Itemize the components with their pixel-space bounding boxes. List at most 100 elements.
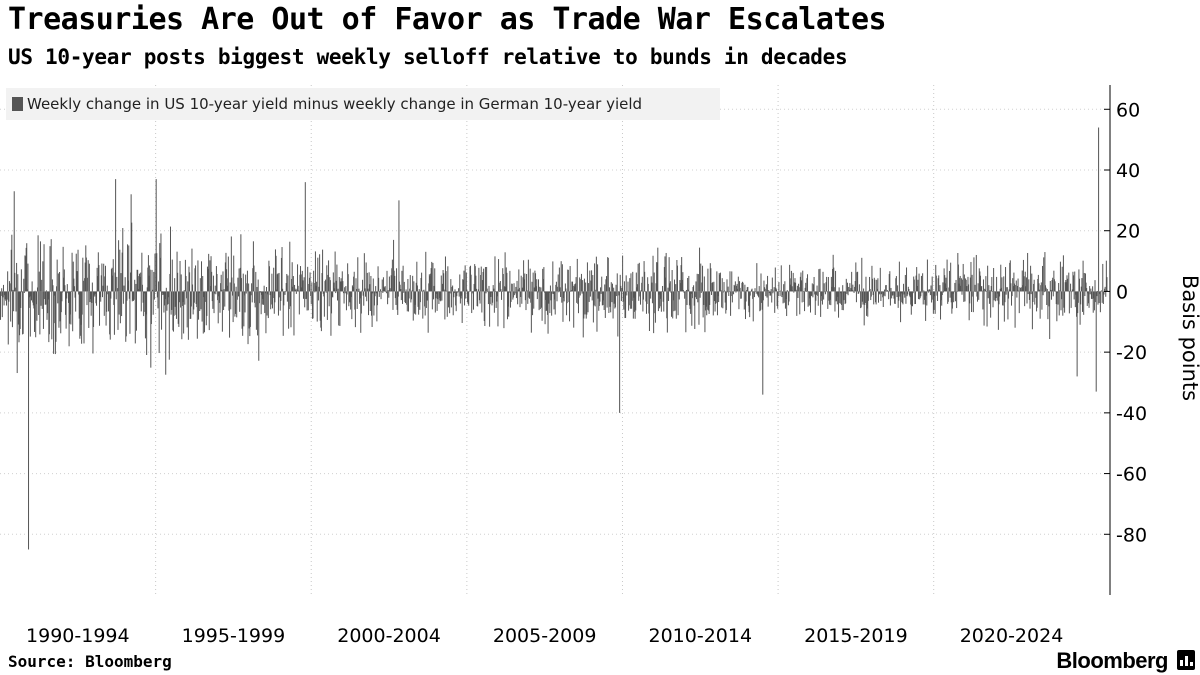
bar — [128, 245, 130, 292]
bar — [59, 291, 61, 322]
bar — [886, 291, 888, 292]
bar — [971, 274, 973, 292]
bar — [656, 262, 658, 292]
bar — [452, 291, 454, 316]
bar — [414, 291, 416, 305]
bar — [1074, 291, 1076, 308]
bar — [124, 291, 126, 293]
bar — [82, 257, 84, 292]
bar — [279, 291, 281, 311]
bar — [518, 269, 520, 292]
y-tick-label: -60 — [1116, 464, 1147, 486]
bar — [851, 271, 853, 292]
bar — [1008, 291, 1010, 299]
bar — [725, 291, 727, 314]
bar — [441, 291, 443, 301]
bar — [236, 291, 238, 300]
bar — [610, 282, 612, 292]
bar — [324, 281, 326, 292]
bar — [526, 290, 528, 292]
bar — [532, 272, 534, 292]
bar — [990, 291, 992, 318]
bar — [704, 291, 706, 333]
bar — [816, 285, 818, 292]
bar — [462, 279, 464, 292]
bar — [513, 283, 515, 292]
bar — [220, 283, 222, 292]
bar — [645, 291, 647, 314]
bar — [1018, 290, 1020, 292]
bar — [361, 290, 363, 292]
bar — [973, 257, 975, 292]
bar — [770, 291, 772, 296]
bar — [471, 291, 473, 314]
bar — [158, 281, 160, 292]
bar — [1059, 290, 1061, 292]
bar — [102, 285, 104, 292]
bar — [569, 266, 571, 292]
bar — [236, 291, 238, 318]
bar — [1085, 282, 1087, 292]
bar — [333, 282, 335, 292]
bar — [58, 291, 60, 328]
bar — [140, 272, 142, 292]
bar — [824, 291, 826, 293]
bar — [913, 276, 915, 292]
bar — [755, 291, 757, 292]
bar — [393, 239, 395, 292]
bar — [871, 265, 873, 292]
bar — [68, 291, 70, 347]
bar — [670, 291, 672, 293]
bar — [914, 291, 916, 304]
bar — [1030, 265, 1032, 292]
bar — [564, 291, 566, 293]
bar — [347, 263, 349, 292]
bar — [872, 291, 874, 296]
bar — [946, 259, 948, 292]
bar — [434, 268, 436, 292]
bar — [730, 291, 732, 316]
bar — [945, 287, 947, 292]
bar — [791, 286, 793, 292]
bar — [1053, 270, 1055, 292]
bar — [329, 277, 331, 292]
bar — [1062, 255, 1064, 292]
bar — [465, 272, 467, 292]
bar — [1003, 291, 1005, 322]
bar — [28, 291, 30, 298]
bar — [1, 288, 3, 292]
bar — [255, 291, 257, 330]
bar — [742, 281, 744, 292]
bar — [1017, 278, 1019, 292]
bar — [1064, 291, 1066, 313]
bar — [1011, 291, 1013, 306]
bar — [132, 291, 134, 301]
bar — [641, 276, 643, 292]
bar — [579, 291, 581, 296]
bar — [201, 261, 203, 292]
bar — [536, 291, 538, 300]
bar — [181, 291, 183, 340]
bar — [147, 267, 149, 292]
bar — [922, 291, 924, 305]
bar — [560, 291, 562, 297]
source-note: Source: Bloomberg — [8, 652, 172, 671]
bar — [300, 266, 302, 292]
bar — [408, 291, 410, 299]
bar — [870, 291, 872, 297]
bar — [959, 275, 961, 292]
bar — [72, 291, 74, 332]
bar — [438, 291, 440, 298]
bar — [869, 289, 871, 292]
bar — [558, 291, 560, 293]
bar — [1090, 288, 1092, 292]
bar — [734, 281, 736, 292]
bar — [469, 266, 471, 292]
bar — [301, 274, 303, 292]
bar — [51, 291, 53, 340]
bar — [456, 291, 458, 297]
bar — [658, 291, 660, 295]
bar — [467, 291, 469, 304]
bar — [149, 269, 151, 292]
bar — [133, 291, 135, 300]
